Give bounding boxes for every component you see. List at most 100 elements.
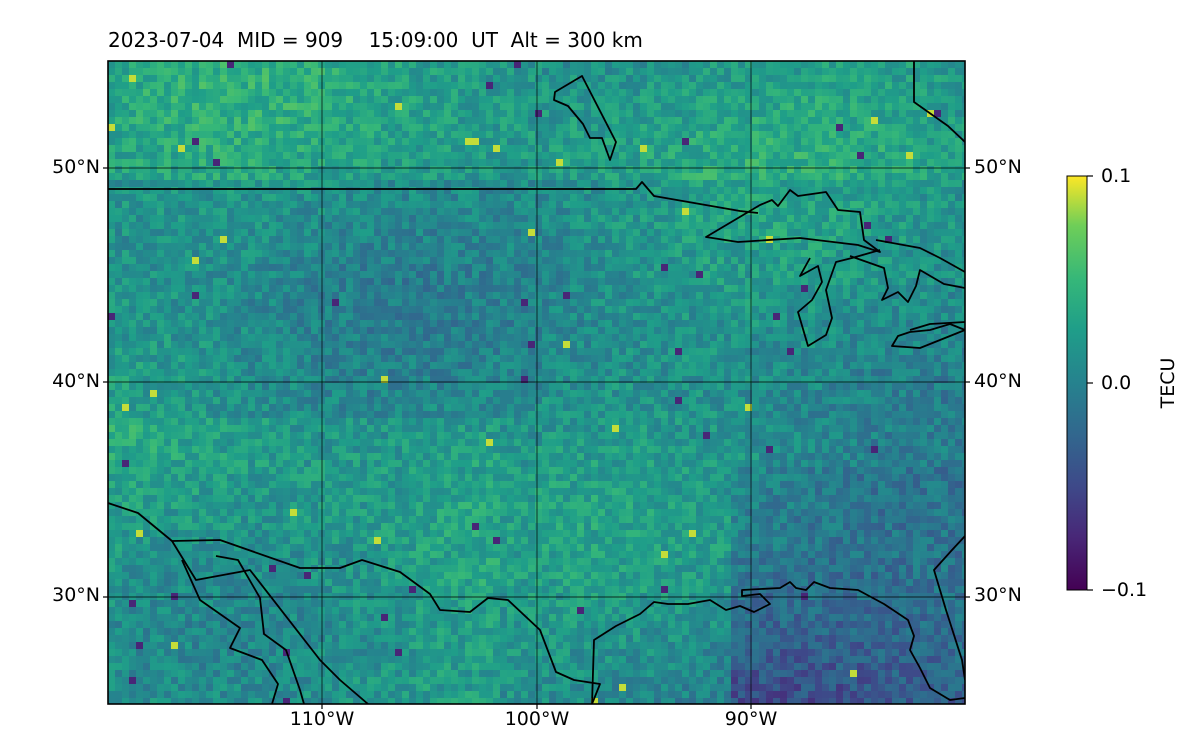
heatmap-cell bbox=[507, 68, 514, 75]
heatmap-cell bbox=[829, 166, 836, 173]
heatmap-cell bbox=[136, 327, 143, 334]
heatmap-cell bbox=[353, 236, 360, 243]
heatmap-cell bbox=[612, 306, 619, 313]
heatmap-cell bbox=[766, 159, 773, 166]
heatmap-cell bbox=[381, 306, 388, 313]
heatmap-cell bbox=[500, 110, 507, 117]
heatmap-cell bbox=[332, 229, 339, 236]
heatmap-cell bbox=[115, 278, 122, 285]
heatmap-cell bbox=[458, 250, 465, 257]
heatmap-cell bbox=[318, 278, 325, 285]
heatmap-cell bbox=[871, 320, 878, 327]
heatmap-cell bbox=[136, 250, 143, 257]
heatmap-cell bbox=[409, 131, 416, 138]
heatmap-cell bbox=[633, 159, 640, 166]
heatmap-cell bbox=[773, 250, 780, 257]
heatmap-cell bbox=[157, 152, 164, 159]
heatmap-cell bbox=[283, 61, 290, 68]
heatmap-cell bbox=[703, 180, 710, 187]
heatmap-cell bbox=[388, 292, 395, 299]
heatmap-cell bbox=[241, 306, 248, 313]
heatmap-cell bbox=[955, 201, 962, 208]
heatmap-cell bbox=[136, 110, 143, 117]
heatmap-cell bbox=[227, 334, 234, 341]
heatmap-cell bbox=[353, 180, 360, 187]
heatmap-cell bbox=[899, 173, 906, 180]
heatmap-cell bbox=[619, 103, 626, 110]
heatmap-cell bbox=[332, 306, 339, 313]
heatmap-cell bbox=[472, 68, 479, 75]
heatmap-cell bbox=[570, 306, 577, 313]
heatmap-cell bbox=[178, 320, 185, 327]
heatmap-cell bbox=[493, 68, 500, 75]
heatmap-cell bbox=[675, 187, 682, 194]
heatmap-cell bbox=[878, 103, 885, 110]
heatmap-cell bbox=[227, 278, 234, 285]
heatmap-cell bbox=[731, 292, 738, 299]
heatmap-cell bbox=[395, 257, 402, 264]
heatmap-cell bbox=[507, 306, 514, 313]
heatmap-cell bbox=[878, 222, 885, 229]
heatmap-cell bbox=[850, 285, 857, 292]
heatmap-cell bbox=[612, 222, 619, 229]
heatmap-cell bbox=[682, 306, 689, 313]
heatmap-cell bbox=[220, 229, 227, 236]
heatmap-cell bbox=[850, 299, 857, 306]
heatmap-cell bbox=[367, 145, 374, 152]
heatmap-cell bbox=[815, 229, 822, 236]
heatmap-cell bbox=[787, 313, 794, 320]
heatmap-cell bbox=[773, 159, 780, 166]
heatmap-cell bbox=[493, 243, 500, 250]
heatmap-cell bbox=[395, 236, 402, 243]
heatmap-cell bbox=[843, 61, 850, 68]
heatmap-cell bbox=[850, 320, 857, 327]
heatmap-cell bbox=[605, 229, 612, 236]
heatmap-cell bbox=[696, 208, 703, 215]
heatmap-cell bbox=[409, 313, 416, 320]
heatmap-cell bbox=[710, 117, 717, 124]
heatmap-cell bbox=[619, 145, 626, 152]
heatmap-cell bbox=[262, 131, 269, 138]
heatmap-cell bbox=[220, 110, 227, 117]
heatmap-cell bbox=[549, 320, 556, 327]
heatmap-cell bbox=[892, 215, 899, 222]
heatmap-cell bbox=[920, 243, 927, 250]
heatmap-cell bbox=[416, 110, 423, 117]
heatmap-cell bbox=[360, 215, 367, 222]
heatmap-cell bbox=[255, 264, 262, 271]
heatmap-cell bbox=[696, 75, 703, 82]
heatmap-cell bbox=[591, 138, 598, 145]
heatmap-cell bbox=[297, 187, 304, 194]
heatmap-cell bbox=[283, 89, 290, 96]
heatmap-cell bbox=[143, 124, 150, 131]
heatmap-cell bbox=[689, 271, 696, 278]
heatmap-cell bbox=[276, 131, 283, 138]
heatmap-cell bbox=[878, 131, 885, 138]
heatmap-cell bbox=[647, 222, 654, 229]
heatmap-cell bbox=[332, 124, 339, 131]
heatmap-cell bbox=[654, 215, 661, 222]
heatmap-cell bbox=[577, 131, 584, 138]
heatmap-cell bbox=[388, 341, 395, 348]
heatmap-cell bbox=[178, 173, 185, 180]
heatmap-cell bbox=[738, 96, 745, 103]
heatmap-cell bbox=[374, 187, 381, 194]
heatmap-cell bbox=[416, 229, 423, 236]
heatmap-cell bbox=[234, 341, 241, 348]
heatmap-cell bbox=[276, 264, 283, 271]
heatmap-cell bbox=[451, 264, 458, 271]
heatmap-cell bbox=[437, 250, 444, 257]
heatmap-cell bbox=[668, 208, 675, 215]
heatmap-cell bbox=[864, 334, 871, 341]
heatmap-cell bbox=[591, 285, 598, 292]
heatmap-cell bbox=[248, 152, 255, 159]
heatmap-cell bbox=[276, 82, 283, 89]
heatmap-cell bbox=[395, 89, 402, 96]
heatmap-cell bbox=[248, 292, 255, 299]
heatmap-cell bbox=[451, 243, 458, 250]
heatmap-cell bbox=[920, 180, 927, 187]
heatmap-cell bbox=[528, 187, 535, 194]
heatmap-cell bbox=[647, 327, 654, 334]
heatmap-cell bbox=[150, 285, 157, 292]
heatmap-cell bbox=[857, 236, 864, 243]
